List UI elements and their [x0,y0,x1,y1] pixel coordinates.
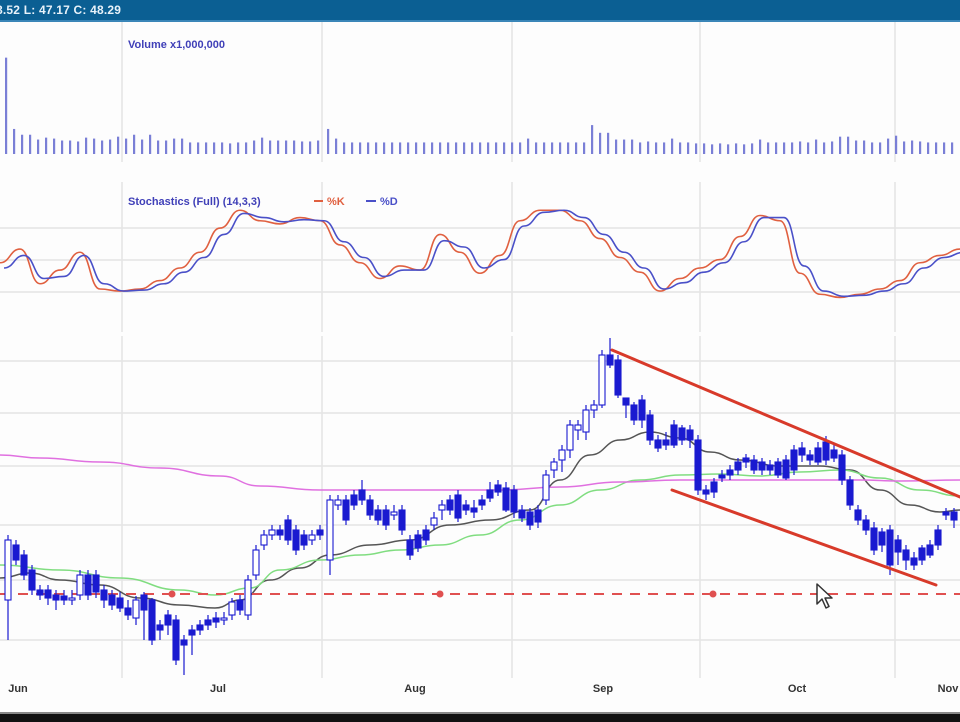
month-label-oct: Oct [788,683,807,695]
stochastics-lines [0,209,960,299]
month-label-sep: Sep [593,683,613,695]
volume-bars [5,57,954,154]
stochastics-panel: Stochastics (Full) (14,3,3) %K %D [0,196,960,299]
candlesticks [4,338,958,675]
month-label-jul: Jul [210,683,226,695]
ohlc-header-bar: 8.52 L: 47.17 C: 48.29 [0,0,960,22]
upper-channel-trendline[interactable] [610,348,960,499]
lower-channel-trendline[interactable] [670,488,938,587]
month-label-nov: Nov [938,683,960,695]
month-label-jun: Jun [8,683,28,695]
sma-short-line [0,431,960,609]
price-panel [0,338,960,675]
sma-mid-line [0,469,960,596]
mouse-pointer-icon [816,583,833,609]
k-legend-label: %K [327,196,345,208]
stochastics-legend: Stochastics (Full) (14,3,3) %K %D [128,196,398,208]
ohlc-readout: 8.52 L: 47.17 C: 48.29 [0,3,122,17]
bottom-frame-bar [0,712,960,722]
d-legend-label: %D [380,196,398,208]
month-label-aug: Aug [404,683,425,695]
volume-label: Volume x1,000,000 [128,39,225,51]
volume-panel: Volume x1,000,000 [5,39,954,154]
stochastics-label: Stochastics (Full) (14,3,3) [128,196,261,208]
trendlines [610,348,960,587]
x-axis-month-labels: Jun Jul Aug Sep Oct Nov [8,683,959,695]
gridlines [0,22,960,678]
sma-long-line [0,454,960,491]
support-handles [168,590,717,598]
